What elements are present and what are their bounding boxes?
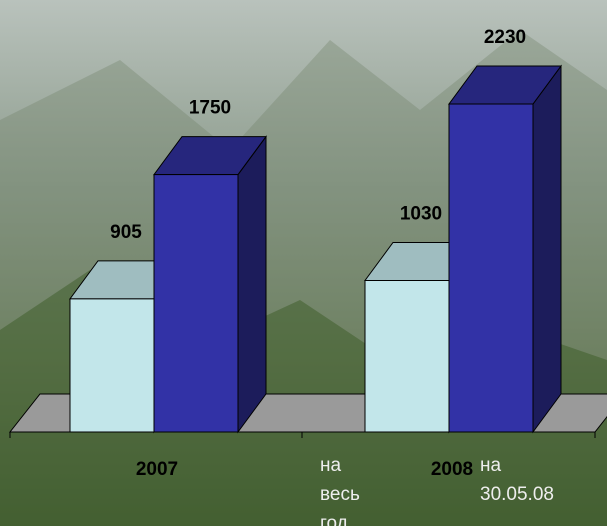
value-label: 905: [110, 222, 142, 243]
bar: [153, 174, 239, 433]
value-label: 2230: [484, 27, 526, 48]
bar: [364, 280, 450, 433]
x-tick-label: 2007: [136, 459, 178, 480]
bar: [69, 298, 155, 433]
value-label: 1030: [400, 204, 442, 225]
legend-text: на весь год: [320, 455, 360, 526]
bar-side: [237, 135, 267, 434]
legend-text: на 30.05.08: [480, 455, 554, 505]
bar: [448, 103, 534, 433]
value-label: 1750: [189, 98, 231, 119]
x-tick-label: 2008: [431, 459, 473, 480]
bar-side: [532, 64, 562, 434]
